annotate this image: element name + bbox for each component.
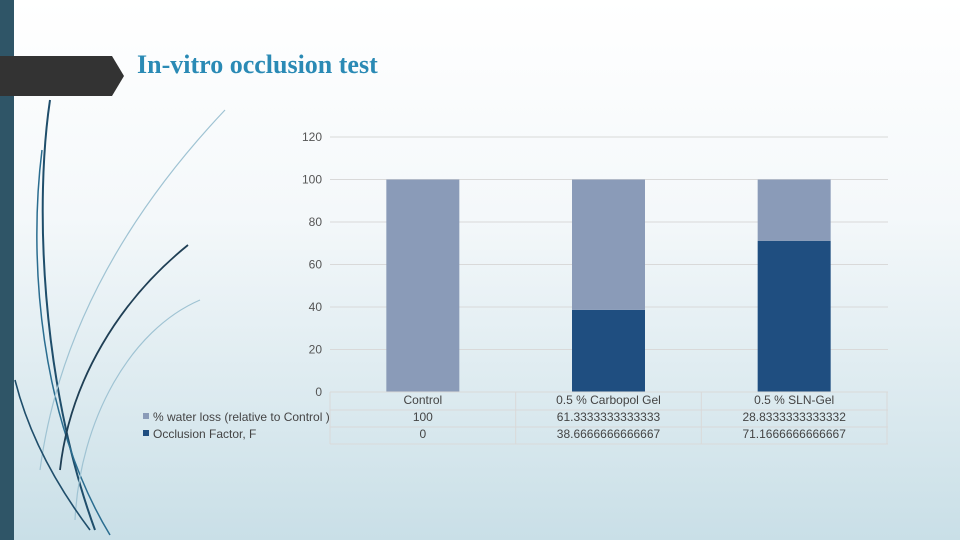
table-cell-water-loss: 28.8333333333332 — [742, 410, 846, 424]
y-axis-ticks: 0 20 40 60 80 100 120 — [302, 130, 322, 399]
table-cell-water-loss: 61.3333333333333 — [557, 410, 661, 424]
bars — [386, 179, 831, 392]
y-tick-label: 120 — [302, 130, 322, 144]
bar-water-loss — [757, 179, 831, 241]
bar-occlusion-factor — [757, 240, 831, 392]
y-tick-label: 0 — [315, 385, 322, 399]
table-cell-occlusion: 71.1666666666667 — [742, 427, 846, 441]
category-label: 0.5 % Carbopol Gel — [556, 393, 661, 407]
legend-label-water-loss: % water loss (relative to Control ) — [153, 410, 330, 424]
slide-title: In-vitro occlusion test — [137, 50, 378, 79]
table-cell-water-loss: 100 — [413, 410, 433, 424]
legend-swatch-water-loss — [143, 413, 149, 419]
bar-occlusion-factor — [572, 309, 645, 392]
table-cell-occlusion: 38.6666666666667 — [557, 427, 661, 441]
y-tick-label: 80 — [309, 215, 323, 229]
table-cell-occlusion: 0 — [419, 427, 426, 441]
y-tick-label: 20 — [309, 343, 323, 357]
legend-swatch-occlusion — [143, 430, 149, 436]
bar-water-loss — [386, 179, 460, 392]
y-tick-label: 40 — [309, 300, 323, 314]
category-label: Control — [403, 393, 442, 407]
data-table: % water loss (relative to Control ) Occl… — [143, 391, 888, 445]
y-tick-label: 60 — [309, 258, 323, 272]
bar-water-loss — [572, 179, 645, 310]
legend-label-occlusion: Occlusion Factor, F — [153, 427, 256, 441]
left-accent-bar — [0, 0, 14, 540]
title-tab-shape — [0, 56, 124, 96]
y-tick-label: 100 — [302, 173, 322, 187]
category-label: 0.5 % SLN-Gel — [754, 393, 834, 407]
